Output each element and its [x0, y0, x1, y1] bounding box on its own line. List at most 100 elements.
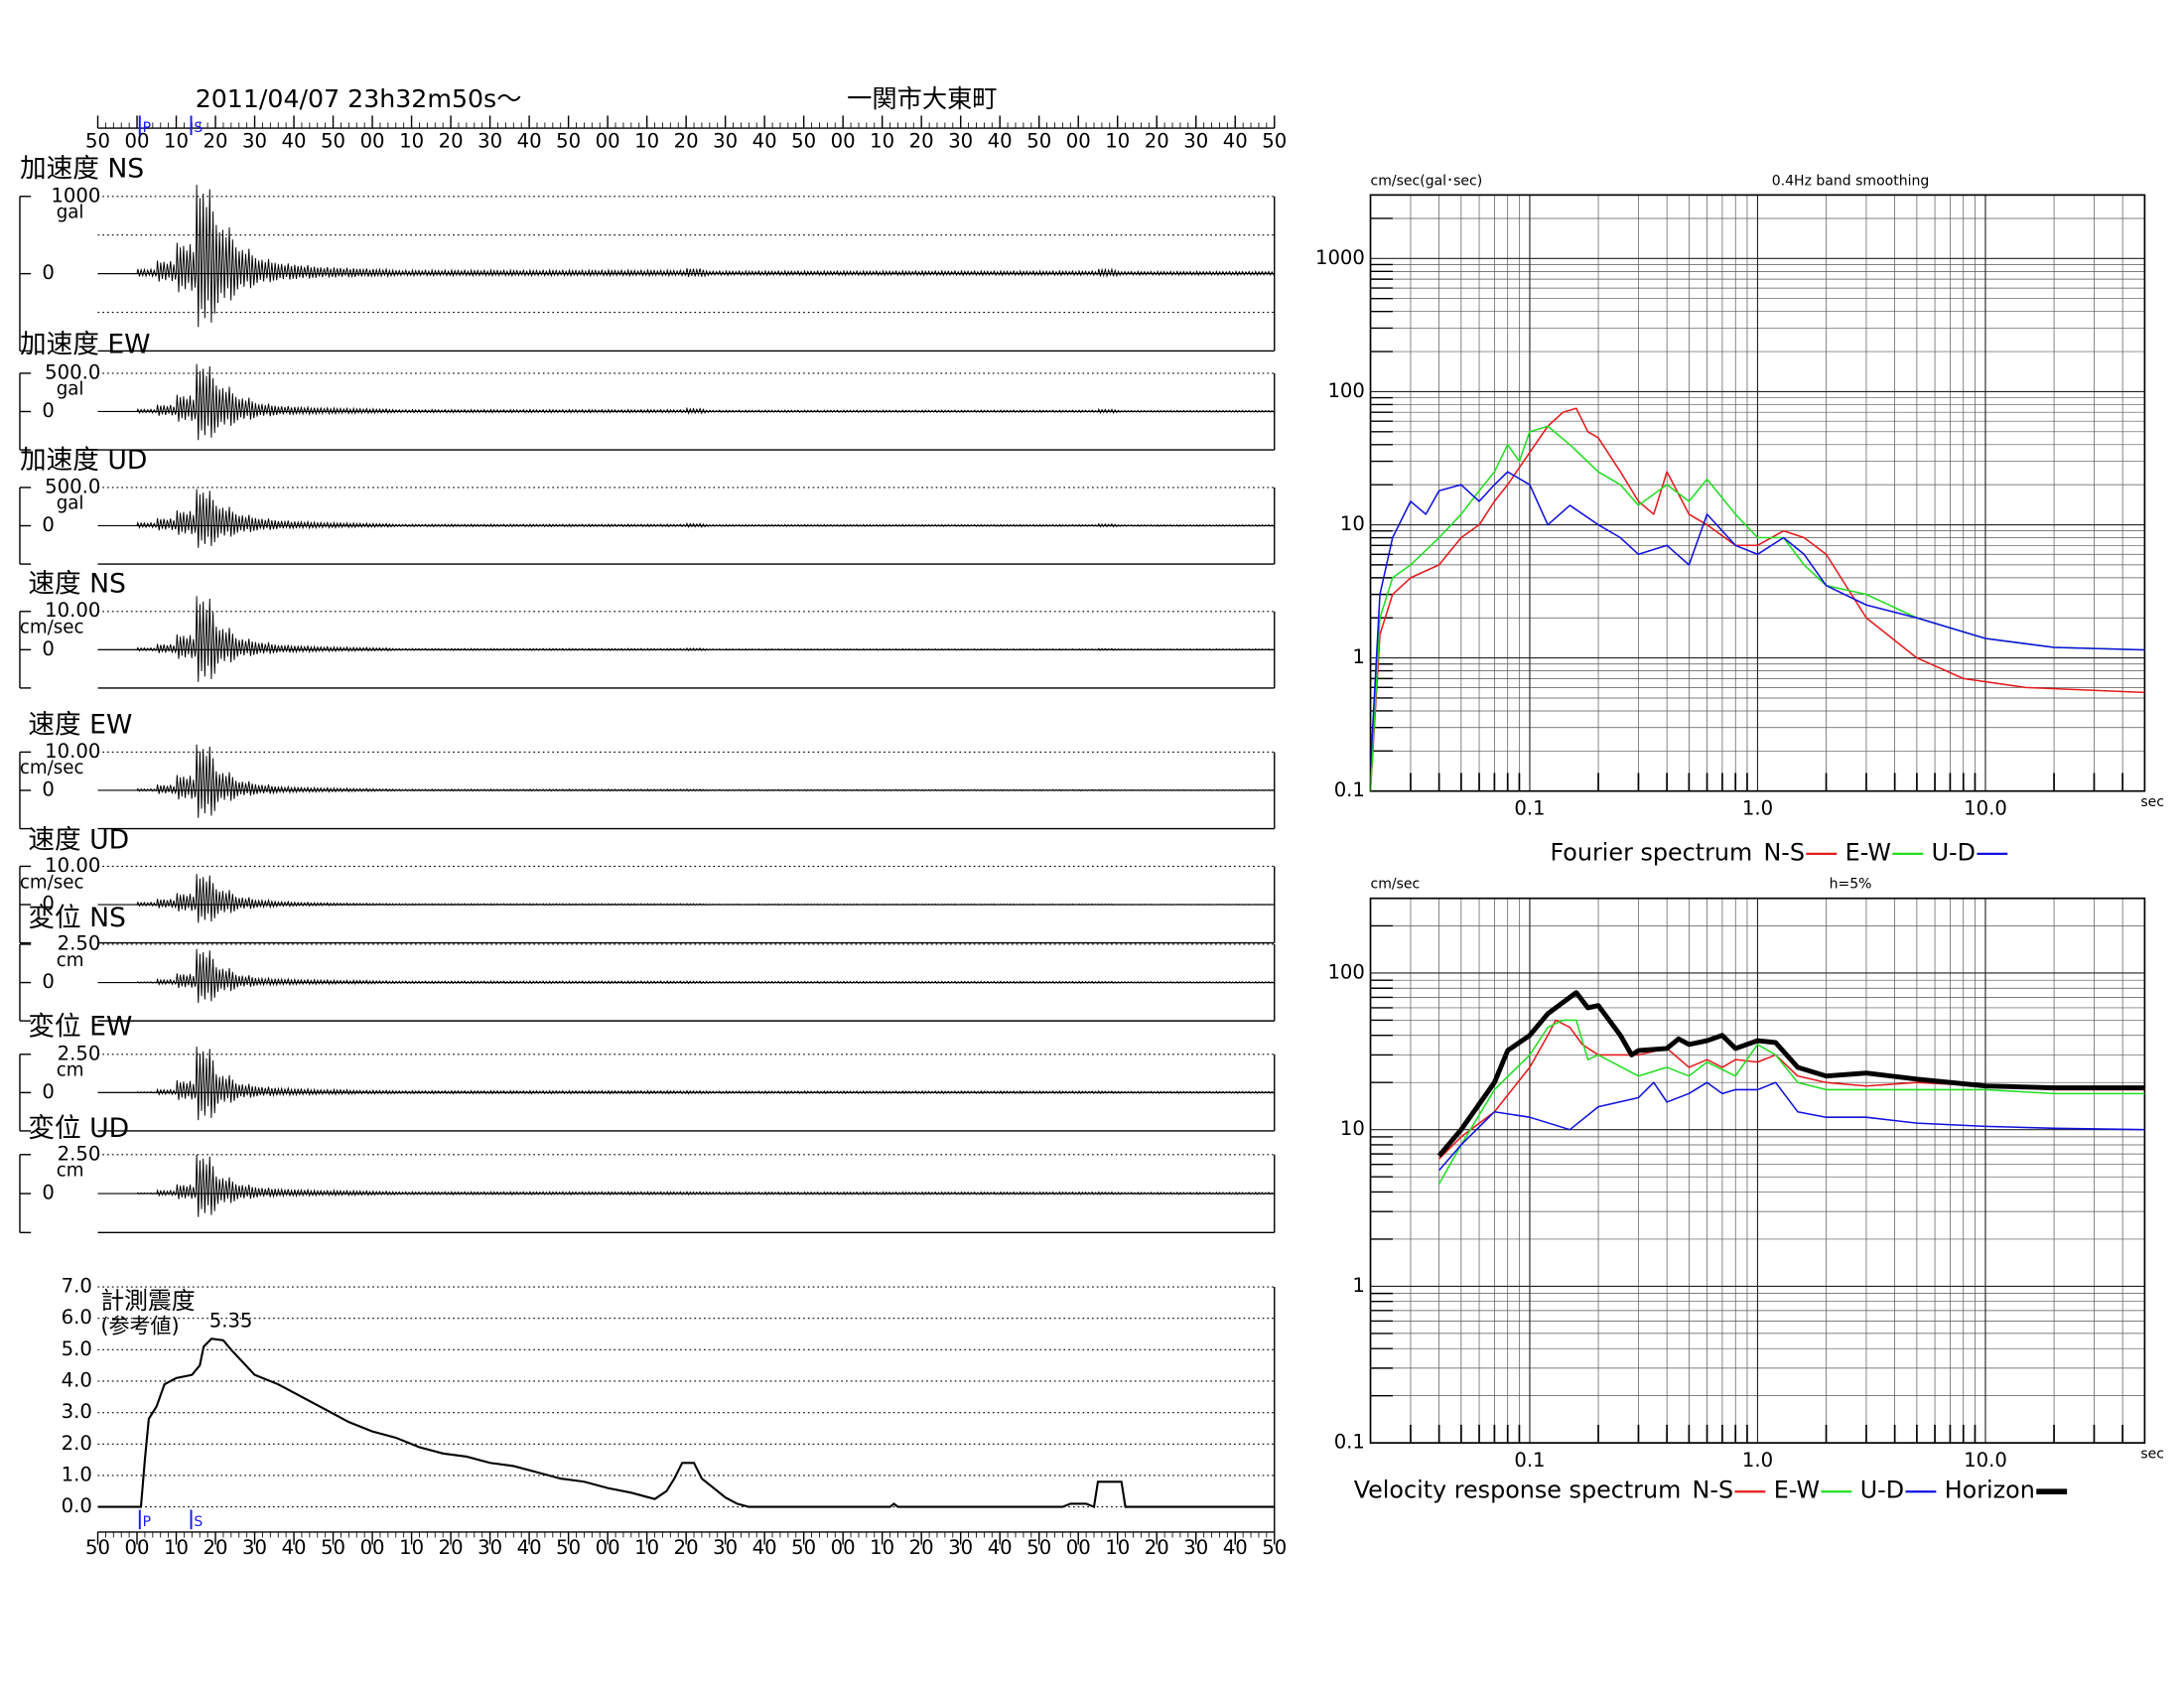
waveform-segment: [725, 1191, 746, 1196]
waveform-segment: [745, 788, 765, 792]
waveform-segment: [823, 647, 844, 651]
waveform-segment: [901, 903, 922, 906]
waveform-segment: [254, 641, 275, 655]
waveform-segment: [940, 523, 961, 527]
spectrum-line: [1370, 407, 2145, 791]
waveform-segment: [999, 788, 1021, 792]
waveform-segment: [430, 980, 452, 985]
x-tick-label: 10.0: [1964, 796, 2007, 819]
waveform-segment: [156, 1087, 177, 1096]
y-tick-label: 0: [42, 1182, 55, 1204]
waveform-segment: [489, 788, 510, 792]
waveform-segment: [214, 224, 236, 304]
waveform-segment: [685, 521, 707, 529]
waveform-segment: [803, 523, 824, 527]
waveform-segment: [745, 903, 765, 906]
waveform-segment: [1215, 269, 1236, 277]
legend-title: Velocity response spectrum: [1354, 1477, 1682, 1504]
x-tick-label: 50: [85, 130, 110, 153]
waveform-segment: [1137, 409, 1158, 413]
x-tick-label: 0.1: [1514, 1449, 1545, 1472]
x-tick-label: 30: [1183, 130, 1208, 153]
waveform-segment: [999, 1089, 1021, 1095]
x-tick-label: 30: [242, 1536, 267, 1559]
waveform-segment: [293, 519, 315, 530]
waveform-segment: [1038, 523, 1059, 527]
y-axis-label: cm/sec(gal･sec): [1371, 173, 1483, 189]
waveform-segment: [234, 513, 256, 533]
waveform-segment: [195, 185, 216, 328]
waveform-segment: [470, 408, 490, 414]
waveform-segment: [1254, 1191, 1276, 1196]
waveform-segment: [646, 1191, 667, 1196]
waveform-segment: [823, 903, 844, 906]
waveform-segment: [980, 903, 1001, 906]
waveform-segment: [882, 903, 902, 906]
waveform-segment: [803, 1191, 824, 1196]
waveform-segment: [548, 1089, 569, 1095]
x-tick-label: 50: [85, 1536, 110, 1559]
waveform-segment: [842, 409, 864, 414]
waveform-segment: [1195, 523, 1216, 527]
waveform-segment: [607, 647, 628, 651]
waveform-segment: [528, 522, 550, 528]
waveform-segment: [411, 647, 432, 651]
waveform-segment: [725, 409, 746, 414]
unit-label: gal: [57, 203, 84, 223]
waveform-segment: [1097, 267, 1119, 278]
waveform-segment: [548, 788, 569, 792]
waveform-segment: [665, 1089, 687, 1095]
waveform-segment: [1117, 1191, 1138, 1196]
phase-label: S: [194, 120, 203, 136]
waveform-segment: [176, 633, 197, 659]
legend-title: Fourier spectrum: [1550, 838, 1752, 866]
waveform-segment: [333, 978, 353, 986]
waveform-segment: [568, 788, 589, 792]
waveform-segment: [293, 1087, 315, 1097]
waveform-segment: [1058, 1089, 1079, 1095]
waveform-segment: [763, 788, 785, 792]
waveform-segment: [1156, 788, 1177, 791]
waveform-segment: [862, 409, 883, 414]
waveform-segment: [763, 980, 785, 985]
waveform-segment: [960, 1089, 981, 1095]
waveform-segment: [783, 409, 804, 414]
waveform-segment: [333, 645, 353, 653]
waveform-segment: [783, 647, 804, 651]
waveform-segment: [999, 523, 1021, 527]
waveform-segment: [1058, 980, 1079, 985]
waveform-segment: [587, 903, 609, 907]
waveform-segment: [842, 980, 864, 985]
y-tick-label: 2.50: [58, 1142, 101, 1165]
unit-label: gal: [57, 379, 84, 400]
waveform-segment: [293, 405, 315, 416]
x-tick-label: 20: [1145, 130, 1169, 153]
y-tick-label: 3.0: [62, 1400, 92, 1423]
y-axis-label: cm/sec: [1371, 877, 1421, 893]
legend-label: U-D: [1932, 838, 1976, 866]
waveform-segment: [391, 980, 412, 985]
waveform-segment: [1195, 269, 1216, 277]
x-tick-label: 50: [1026, 1536, 1051, 1559]
unit-label: cm: [57, 1161, 84, 1182]
waveform-segment: [156, 404, 178, 416]
waveform-segment: [1117, 269, 1138, 277]
waveform-segment: [666, 903, 687, 907]
legend-label: E-W: [1774, 1477, 1820, 1504]
waveform-segment: [999, 647, 1021, 651]
waveform-segment: [665, 522, 687, 528]
waveform-segment: [411, 408, 432, 414]
waveform-segment: [705, 647, 726, 651]
y-tick-label: 0: [42, 1080, 55, 1103]
waveform-segment: [1195, 904, 1216, 906]
waveform-segment: [1117, 647, 1138, 651]
y-tick-label: 10: [1340, 512, 1365, 535]
waveform-segment: [626, 903, 647, 907]
waveform-segment: [901, 980, 922, 985]
waveform-segment: [783, 903, 804, 906]
x-tick-label: 40: [517, 130, 542, 153]
waveform-segment: [763, 903, 785, 906]
waveform-segment: [980, 409, 1001, 414]
waveform-segment: [214, 505, 236, 538]
waveform-segment: [626, 1089, 647, 1095]
